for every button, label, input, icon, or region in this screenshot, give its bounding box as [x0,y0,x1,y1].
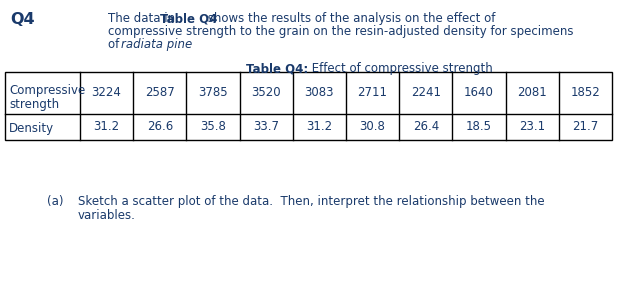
Text: The data in: The data in [108,12,179,25]
Text: 26.6: 26.6 [147,121,173,133]
Text: 3520: 3520 [251,86,281,100]
Text: 33.7: 33.7 [253,121,280,133]
Text: .: . [177,38,181,51]
Text: 2711: 2711 [358,86,387,100]
Text: Q4: Q4 [10,12,35,27]
Text: 21.7: 21.7 [573,121,598,133]
Text: 3083: 3083 [305,86,334,100]
Text: 31.2: 31.2 [306,121,333,133]
Text: 2241: 2241 [411,86,441,100]
Text: 2081: 2081 [517,86,547,100]
Text: Compressive: Compressive [9,84,85,97]
Text: 35.8: 35.8 [200,121,226,133]
Bar [5,72,612,140]
Text: strength: strength [9,98,59,111]
Text: Sketch a scatter plot of the data.  Then, interpret the relationship between the: Sketch a scatter plot of the data. Then,… [78,195,545,208]
Text: radiata pine: radiata pine [121,38,193,51]
Text: shows the results of the analysis on the effect of: shows the results of the analysis on the… [204,12,495,25]
Text: 23.1: 23.1 [519,121,545,133]
Text: compressive strength to the grain on the resin-adjusted density for specimens: compressive strength to the grain on the… [108,25,573,38]
Text: Table Q4:: Table Q4: [246,62,308,75]
Text: 26.4: 26.4 [413,121,439,133]
Text: (a): (a) [47,195,64,208]
Text: variables.: variables. [78,209,136,222]
Text: 2587: 2587 [145,86,175,100]
Text: 18.5: 18.5 [466,121,492,133]
Text: 30.8: 30.8 [360,121,386,133]
Text: 1852: 1852 [571,86,600,100]
Text: Table Q4: Table Q4 [160,12,217,25]
Text: 1640: 1640 [464,86,494,100]
Text: 3785: 3785 [198,86,228,100]
Text: Effect of compressive strength: Effect of compressive strength [308,62,493,75]
Text: of: of [108,38,123,51]
Text: 3224: 3224 [92,86,122,100]
Text: Density: Density [9,122,54,135]
Text: 31.2: 31.2 [94,121,120,133]
